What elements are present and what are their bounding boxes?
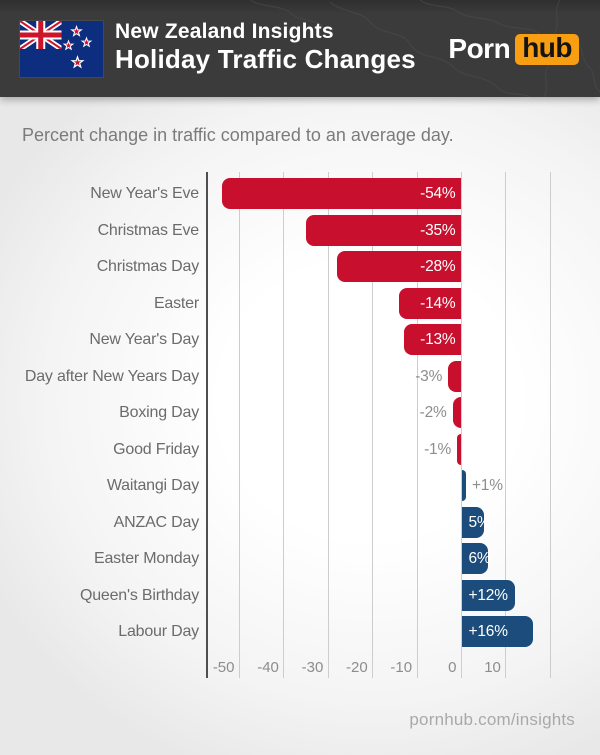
x-gridline xyxy=(549,172,551,678)
header: New Zealand Insights Holiday Traffic Cha… xyxy=(0,0,600,97)
category-label: Boxing Day xyxy=(119,404,199,422)
bar-value-label: -35% xyxy=(420,221,456,239)
bar-value-label: -28% xyxy=(420,258,456,276)
x-gridline xyxy=(327,172,329,678)
x-tick-label: -30 xyxy=(301,659,324,676)
bar xyxy=(399,287,462,319)
x-tick-label: 0 xyxy=(448,659,457,676)
pornhub-logo: Porn hub xyxy=(448,33,579,65)
x-tick-label: 10 xyxy=(484,659,501,676)
x-gridline xyxy=(505,172,507,678)
category-label: Christmas Eve xyxy=(97,221,200,239)
x-tick-label: -10 xyxy=(390,659,413,676)
bar-value-label: -13% xyxy=(420,331,456,349)
header-titles: New Zealand Insights Holiday Traffic Cha… xyxy=(115,19,416,74)
y-axis-line xyxy=(206,172,208,678)
bar xyxy=(461,543,489,575)
category-label: ANZAC Day xyxy=(113,513,200,531)
category-label: Easter xyxy=(153,294,199,312)
bar-value-label: -14% xyxy=(420,294,456,312)
category-label: Easter Monday xyxy=(93,550,199,568)
bar xyxy=(221,178,462,209)
page-title: Holiday Traffic Changes xyxy=(115,44,416,74)
category-label: Good Friday xyxy=(113,440,199,458)
x-gridline xyxy=(239,172,240,678)
bar-value-label: 6% xyxy=(468,550,491,568)
bar-value-label: +1% xyxy=(471,477,503,495)
category-label: New Year's Day xyxy=(89,331,199,349)
bar xyxy=(461,470,466,502)
bar xyxy=(452,397,462,429)
bar-value-label: +16% xyxy=(468,623,508,641)
bar-value-label: 5% xyxy=(468,513,491,531)
bar-value-label: -54% xyxy=(420,185,456,202)
logo-word-porn: Porn xyxy=(448,33,511,64)
new-zealand-flag-icon xyxy=(20,21,103,77)
insights-kicker: New Zealand Insights xyxy=(115,20,334,43)
category-label: Labour Day xyxy=(118,623,199,641)
bar-value-label: +12% xyxy=(468,586,508,604)
x-gridline xyxy=(461,172,462,678)
x-tick-label: -50 xyxy=(212,659,235,676)
bar xyxy=(337,251,462,283)
footer-link: pornhub.com/insights xyxy=(409,710,575,729)
category-label: New Year's Eve xyxy=(90,185,199,202)
bar-value-label: -3% xyxy=(415,367,443,385)
bar xyxy=(306,214,462,246)
bar-value-label: -2% xyxy=(419,404,447,422)
x-tick-label: -40 xyxy=(257,659,279,676)
category-label: Waitangi Day xyxy=(106,477,199,495)
category-label: Day after New Years Day xyxy=(24,367,199,385)
category-label: Christmas Day xyxy=(96,258,200,276)
chart-subtitle: Percent change in traffic compared to an… xyxy=(22,125,454,145)
x-gridline xyxy=(416,172,418,678)
bar-value-label: -1% xyxy=(424,440,452,458)
bar xyxy=(461,506,484,538)
bar xyxy=(403,324,462,356)
x-gridline xyxy=(283,172,285,678)
logo-word-hub: hub xyxy=(515,33,579,65)
x-gridline xyxy=(372,172,374,678)
bar xyxy=(448,360,462,392)
bar xyxy=(457,433,462,465)
x-tick-label: -20 xyxy=(346,659,368,676)
category-label: Queen's Birthday xyxy=(79,586,199,604)
bar xyxy=(461,579,515,611)
bar xyxy=(461,616,533,648)
